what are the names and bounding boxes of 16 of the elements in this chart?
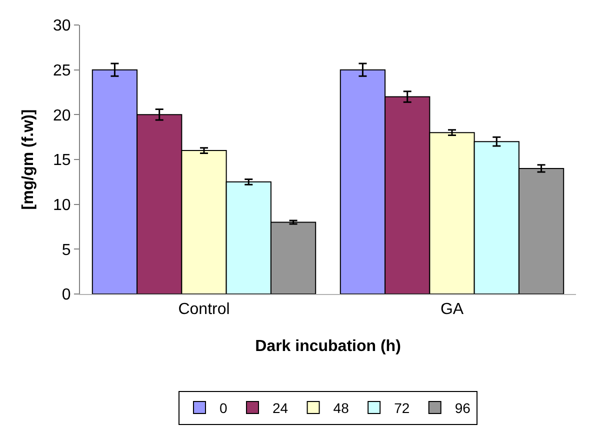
y-tick-label: 10 — [53, 196, 71, 214]
y-tick-label: 15 — [53, 152, 71, 170]
y-tick-label: 20 — [53, 107, 71, 124]
y-tick-label: 0 — [62, 286, 71, 304]
y-tick-label: 5 — [62, 242, 71, 259]
x-tick-label: GA — [440, 301, 464, 318]
legend-label: 48 — [333, 400, 350, 416]
legend-label: 0 — [220, 400, 228, 416]
x-axis-title: Dark incubation (h) — [255, 338, 401, 355]
y-axis-title: [mg/gm (f.w)] — [20, 109, 37, 210]
legend-label: 96 — [454, 400, 471, 416]
legend-label: 24 — [272, 400, 288, 416]
legend-label: 72 — [394, 400, 410, 416]
y-tick-label: 30 — [53, 18, 71, 35]
x-tick-label: Control — [178, 301, 230, 318]
y-tick-label: 25 — [53, 62, 71, 80]
